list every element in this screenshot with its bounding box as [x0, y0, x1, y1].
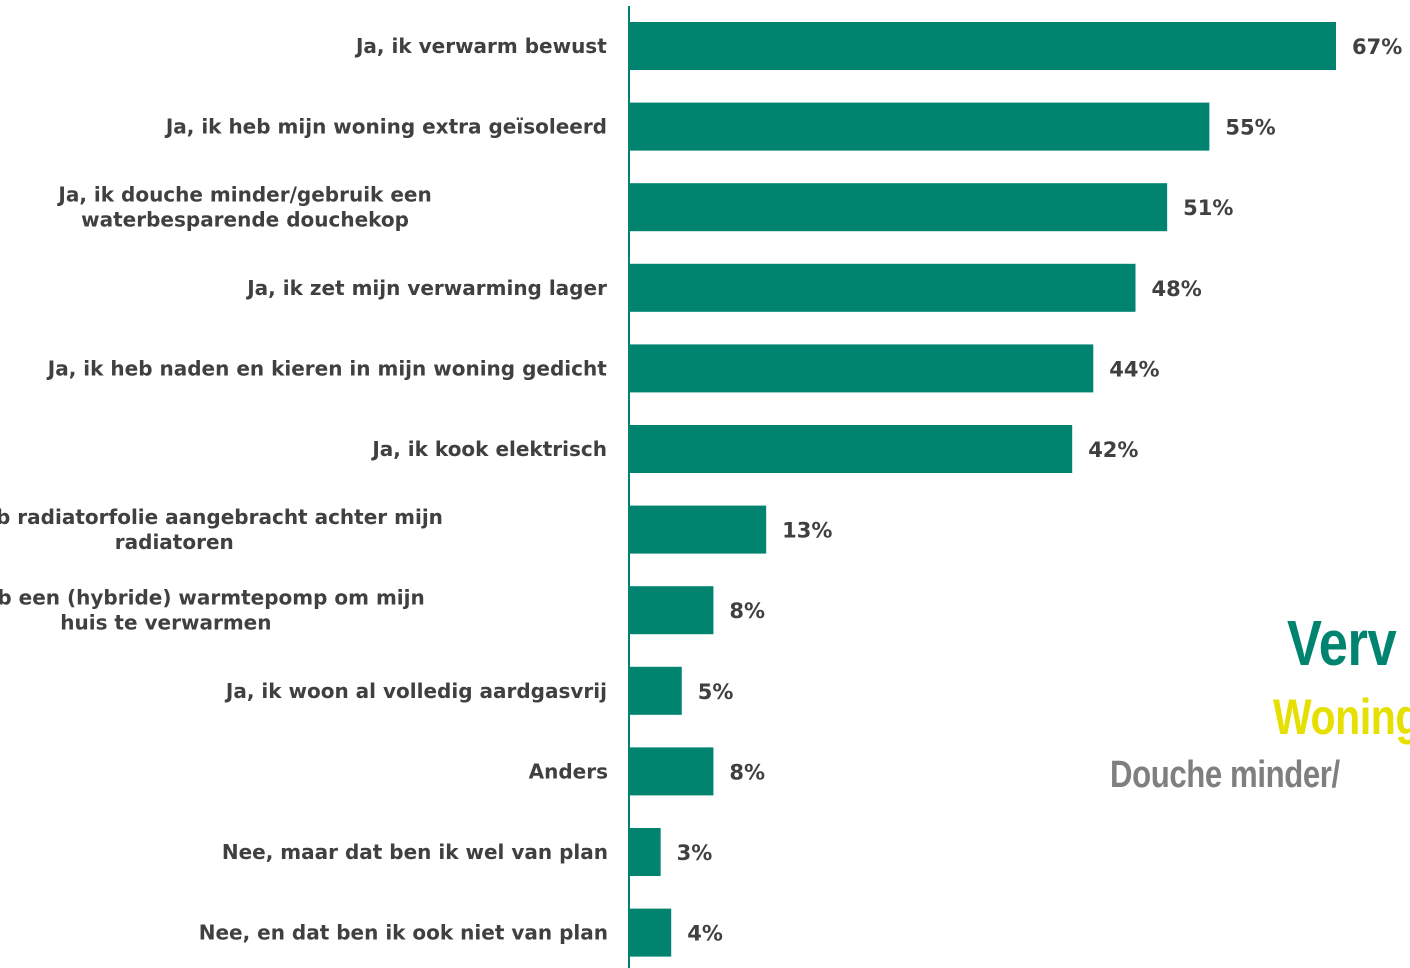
bars-group [629, 22, 1336, 957]
category-label: Ja, ik heb radiatorfolie aangebracht ach… [0, 505, 443, 554]
data-label: 13% [782, 519, 832, 543]
data-label: 4% [687, 922, 723, 946]
bar [629, 22, 1336, 70]
category-label: Ja, ik verwarm bewust [354, 34, 607, 58]
category-label: Nee, maar dat ben ik wel van plan [222, 840, 608, 864]
data-label: 67% [1352, 35, 1402, 59]
data-label: 51% [1183, 196, 1233, 220]
overlay-text-verv: Verv [1287, 607, 1397, 679]
data-label: 3% [677, 841, 713, 865]
category-label: Ja, ik douche minder/gebruik een waterbes… [56, 183, 431, 232]
data-label: 44% [1109, 357, 1159, 381]
category-labels-group: Ja, ik verwarm bewust Ja, ik heb mijn won… [0, 34, 608, 945]
category-label: Ja, ik heb een (hybride) warmtepomp om m… [0, 586, 425, 635]
bar [629, 747, 714, 796]
data-label: 48% [1152, 277, 1202, 301]
data-label: 55% [1225, 116, 1275, 140]
bar [629, 102, 1210, 151]
data-label: 5% [698, 680, 734, 704]
bar [629, 505, 767, 554]
data-label: 42% [1088, 438, 1138, 462]
bar [629, 183, 1168, 232]
data-label: 8% [729, 599, 765, 623]
value-labels-group: 67% 55% 51% 48% 44% 42% 13% 8% 5% 8% 3% 4% [677, 35, 1403, 946]
bar [629, 828, 661, 876]
bar [629, 263, 1136, 312]
bar [629, 344, 1094, 393]
data-label: 8% [729, 760, 765, 784]
bar [629, 666, 682, 715]
category-label: Nee, en dat ben ik ook niet van plan [199, 921, 608, 945]
overlay-text-douche: Douche minder/ [1110, 754, 1340, 796]
category-label: Ja, ik heb mijn woning extra geïsoleerd [164, 115, 607, 139]
category-label: Ja, ik zet mijn verwarming lager [245, 276, 607, 300]
category-label: Ja, ik woon al volledig aardgasvrij [224, 679, 607, 703]
category-label: Ja, ik kook elektrisch [370, 437, 607, 461]
bar [629, 586, 714, 635]
bar [629, 425, 1073, 473]
category-label: Ja, ik heb naden en kieren in mijn wonin… [46, 356, 607, 380]
category-label: Anders [529, 759, 608, 783]
bar [629, 908, 672, 957]
overlay-text-woning: Woning [1273, 689, 1410, 745]
